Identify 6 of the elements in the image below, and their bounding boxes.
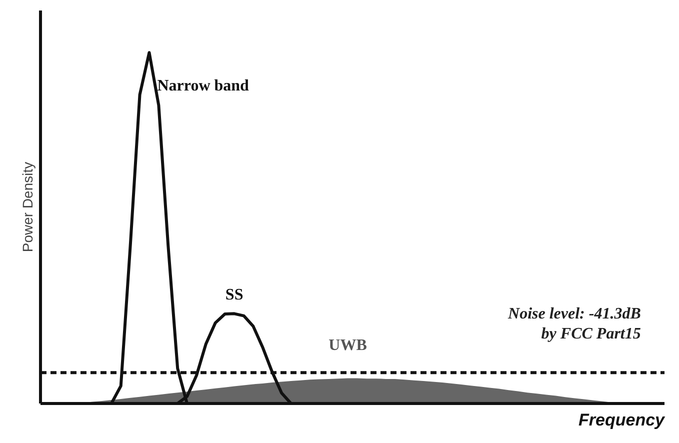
annotation: Noise level: -41.3dB by FCC Part15: [507, 306, 642, 343]
series-label: Narrow band: [157, 78, 250, 95]
series-label: SS: [225, 286, 244, 304]
x-axis-title: Frequency: [578, 410, 666, 430]
series-label: UWB: [328, 337, 368, 354]
y-axis-title: Power Density: [20, 162, 36, 252]
